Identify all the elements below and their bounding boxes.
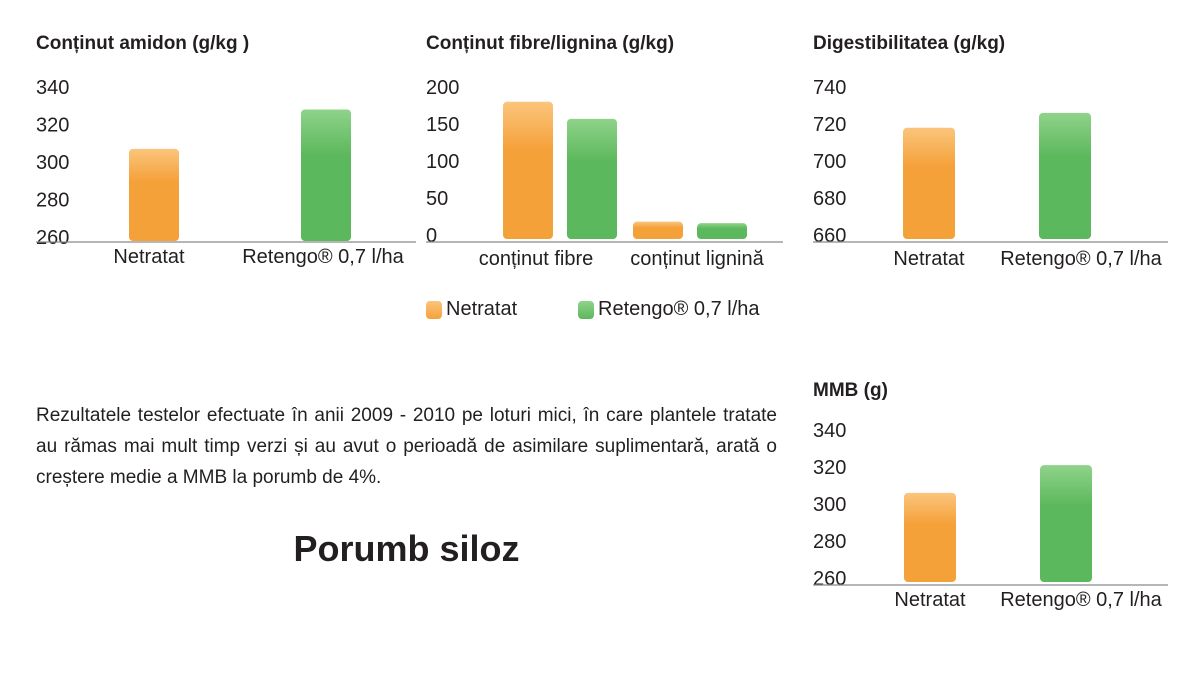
x-category-label: Netratat — [113, 246, 185, 268]
chart-title-fibre-lignina: Conținut fibre/lignina (g/kg) — [426, 33, 675, 54]
description-text: Rezultatele testelor efectuate în anii 2… — [36, 405, 777, 488]
y-tick-label: 320 — [813, 457, 846, 479]
bar-retengo — [1040, 465, 1092, 582]
y-tick-label: 340 — [813, 420, 846, 442]
x-category-label: conținut lignină — [630, 248, 764, 270]
x-category-label: Retengo® 0,7 l/ha — [1000, 248, 1162, 270]
x-category-label: Retengo® 0,7 l/ha — [242, 246, 404, 268]
x-category-label: Retengo® 0,7 l/ha — [1000, 589, 1162, 611]
legend-swatch-netratat — [426, 300, 442, 319]
y-tick-label: 0 — [426, 225, 437, 247]
bar-retengo — [567, 118, 617, 239]
bar-retengo — [1039, 112, 1091, 239]
y-tick-label: 280 — [813, 531, 846, 553]
y-tick-label: 50 — [426, 188, 448, 210]
y-tick-label: 700 — [813, 151, 846, 173]
y-tick-label: 280 — [36, 190, 69, 212]
y-tick-label: 680 — [813, 188, 846, 210]
x-category-label: conținut fibre — [479, 248, 594, 270]
bar-netratat — [129, 148, 179, 241]
y-tick-label: 260 — [36, 227, 69, 249]
chart-title-mmb: MMB (g) — [813, 380, 888, 401]
x-category-label: Netratat — [894, 589, 966, 611]
y-tick-label: 150 — [426, 114, 459, 136]
legend-label-retengo: Retengo® 0,7 l/ha — [598, 298, 760, 320]
y-tick-label: 200 — [426, 77, 459, 99]
legend-item-netratat: Netratat — [426, 298, 517, 321]
y-tick-label: 660 — [813, 225, 846, 247]
bar-retengo — [301, 109, 351, 241]
bar-netratat — [903, 127, 955, 239]
chart-fibre-lignina: 0 50 100 150 200 conținut fibre conținut ligni… — [426, 77, 783, 270]
y-tick-label: 300 — [36, 152, 69, 174]
x-category-label: Netratat — [893, 248, 965, 270]
y-tick-label: 300 — [813, 494, 846, 516]
legend-item-retengo: Retengo® 0,7 l/ha — [578, 298, 760, 321]
y-tick-label: 740 — [813, 77, 846, 99]
chart-title-digestibilitatea: Digestibilitatea (g/kg) — [813, 33, 1006, 54]
legend-swatch-retengo — [578, 300, 594, 319]
chart-digestibilitatea: 660 680 700 720 740 Netratat Retengo® 0,7 l/ha — [813, 77, 1168, 270]
chart-mmb: 260 280 300 320 340 Netratat Retengo® 0,7 l/ha — [813, 420, 1168, 611]
y-tick-label: 100 — [426, 151, 459, 173]
y-tick-label: 720 — [813, 114, 846, 136]
y-tick-label: 340 — [36, 77, 69, 99]
chart-amidon: 260 280 300 320 340 Netratat Retengo® 0,7 l/ha — [36, 77, 416, 268]
bar-netratat — [503, 101, 553, 239]
y-tick-label: 320 — [36, 115, 69, 137]
chart-title-amidon: Conținut amidon (g/kg ) — [36, 33, 250, 54]
bar-netratat — [904, 492, 956, 582]
legend-label-netratat: Netratat — [446, 298, 518, 320]
bar-retengo — [697, 223, 747, 239]
chart-legend: Netratat Retengo® 0,7 l/ha — [426, 298, 786, 324]
page-heading: Porumb siloz — [293, 528, 520, 569]
y-tick-label: 260 — [813, 568, 846, 590]
bar-netratat — [633, 221, 683, 239]
